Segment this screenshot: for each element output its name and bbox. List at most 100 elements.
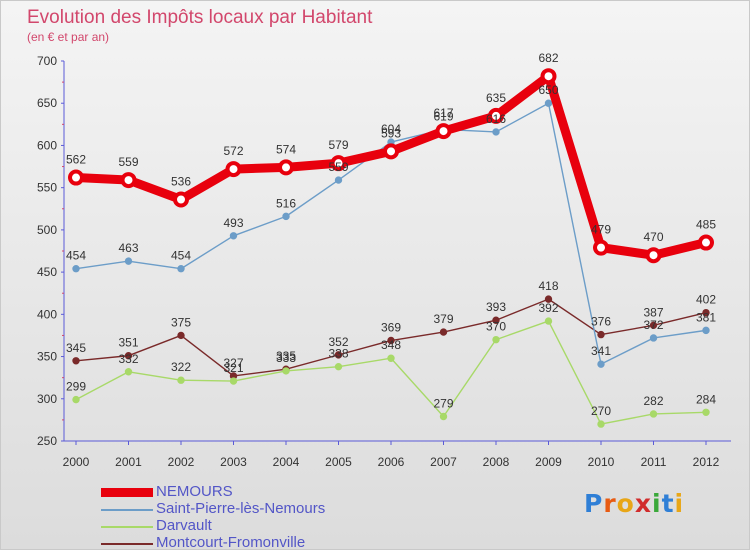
data-label: 348 — [381, 338, 401, 352]
data-point — [597, 330, 605, 339]
x-tick-label: 2004 — [273, 455, 300, 469]
x-tick-label: 2009 — [535, 455, 562, 469]
proxiti-logo: Proxiti — [584, 489, 685, 518]
data-point — [124, 352, 133, 360]
data-point — [492, 128, 500, 136]
data-point — [698, 234, 714, 251]
data-point — [72, 265, 80, 273]
data-point — [702, 308, 710, 317]
data-label: 604 — [381, 122, 401, 136]
data-label: 463 — [118, 241, 138, 255]
data-point — [124, 368, 133, 376]
data-label: 593 — [381, 126, 401, 140]
data-labels: 345 351 375 327 335 352 369 379 393 418 376 387 402 2… — [66, 51, 716, 418]
legend-label: Saint-Pierre-lès-Nemours — [156, 500, 326, 517]
data-label: 559 — [328, 160, 348, 174]
x-tick-label: 2007 — [430, 455, 457, 469]
data-point — [593, 239, 609, 256]
data-label: 270 — [591, 404, 611, 418]
data-point — [544, 295, 553, 303]
data-point — [649, 321, 658, 330]
data-point — [649, 410, 658, 418]
data-point — [492, 335, 500, 344]
data-label: 279 — [433, 397, 453, 411]
data-label: 379 — [433, 312, 453, 326]
data-point — [387, 336, 395, 345]
data-point — [597, 420, 605, 428]
data-label: 372 — [643, 318, 663, 332]
data-label: 369 — [381, 321, 401, 335]
series-line-nemours — [71, 71, 711, 260]
y-tick-label: 700 — [37, 54, 57, 68]
data-point — [435, 123, 452, 140]
data-point — [282, 367, 290, 375]
x-tick-label: 2003 — [220, 455, 247, 469]
data-point — [597, 360, 605, 368]
data-point — [229, 232, 238, 240]
legend-swatch — [101, 509, 153, 511]
chart-title: Evolution des Impôts locaux par Habitant — [27, 7, 373, 28]
data-label: 418 — [538, 279, 558, 293]
data-point — [544, 317, 553, 325]
x-tick-label: 2012 — [693, 455, 720, 469]
data-point — [330, 155, 347, 172]
data-label: 402 — [696, 293, 716, 307]
x-tick-label: 2006 — [378, 455, 405, 469]
data-label: 574 — [276, 142, 296, 156]
data-label: 559 — [118, 155, 138, 169]
data-point — [488, 107, 504, 124]
data-label: 370 — [486, 320, 506, 334]
x-tick-label: 2001 — [115, 455, 142, 469]
data-label: 619 — [433, 109, 453, 123]
x-tick-label: 2005 — [325, 455, 352, 469]
data-point — [492, 316, 500, 324]
data-label: 616 — [486, 112, 506, 126]
data-point — [68, 169, 84, 186]
data-label: 617 — [433, 106, 453, 120]
legend-item: Montcourt-Fromonville — [101, 534, 361, 552]
data-label: 650 — [538, 83, 558, 97]
data-label: 333 — [276, 351, 296, 365]
y-tick-label: 500 — [37, 223, 57, 237]
data-point — [334, 351, 343, 359]
data-label: 493 — [223, 216, 243, 230]
legend: NEMOURS Saint-Pierre-lès-Nemours Darvault M… — [101, 483, 361, 552]
data-label: 284 — [696, 392, 716, 406]
data-label: 454 — [66, 249, 86, 263]
data-label: 351 — [118, 336, 138, 350]
legend-item: Saint-Pierre-lès-Nemours — [101, 500, 361, 518]
data-label: 345 — [66, 341, 86, 355]
y-tick-label: 600 — [37, 138, 57, 152]
legend-swatch — [101, 543, 153, 545]
y-tick-label: 400 — [37, 307, 57, 321]
data-label: 536 — [171, 174, 191, 188]
data-point — [225, 161, 242, 178]
data-label: 485 — [696, 218, 716, 232]
data-label: 376 — [591, 315, 611, 329]
data-point — [278, 159, 294, 176]
x-tick-label: 2010 — [588, 455, 615, 469]
data-point — [72, 357, 80, 365]
data-label: 338 — [328, 347, 348, 361]
data-label: 393 — [486, 300, 506, 314]
data-label: 327 — [223, 356, 243, 370]
legend-item: NEMOURS — [101, 483, 361, 501]
data-label: 562 — [66, 153, 86, 167]
data-point — [120, 172, 137, 189]
data-label: 299 — [66, 380, 86, 394]
y-tick-label: 650 — [37, 96, 57, 110]
y-tick-label: 300 — [37, 392, 57, 406]
legend-swatch — [101, 488, 153, 497]
data-point — [439, 328, 448, 336]
data-label: 682 — [538, 51, 558, 65]
x-tick-label: 2008 — [483, 455, 510, 469]
data-point — [702, 326, 710, 335]
data-label: 335 — [276, 349, 296, 363]
data-point — [544, 99, 553, 107]
data-point — [229, 377, 238, 385]
data-point — [177, 331, 185, 340]
data-label: 392 — [538, 301, 558, 315]
data-point — [177, 376, 185, 384]
legend-label: NEMOURS — [156, 483, 233, 500]
